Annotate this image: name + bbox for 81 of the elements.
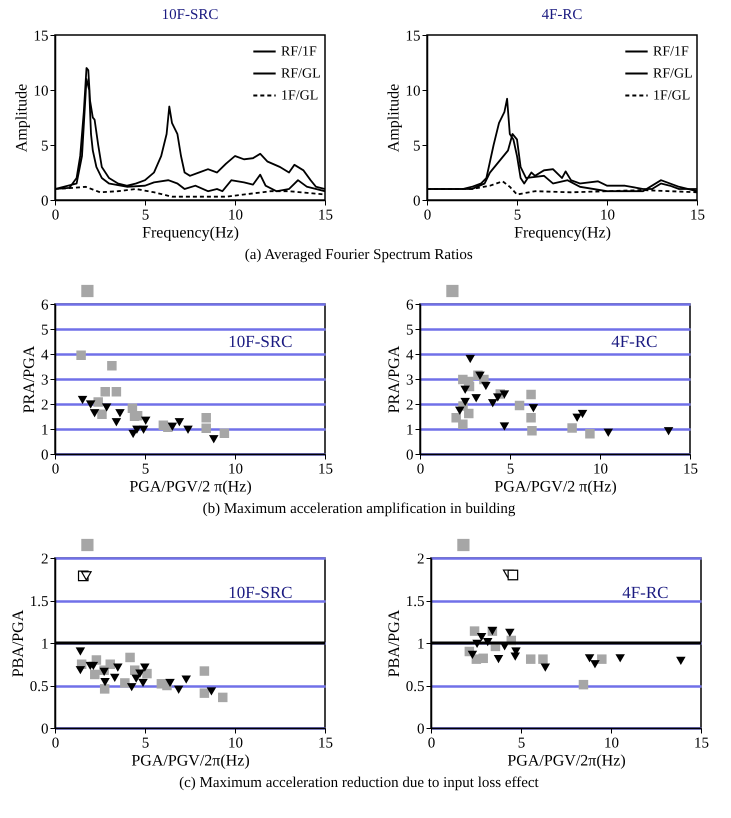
- text: 4F-RC: [611, 332, 658, 351]
- y-tick-label: 15: [406, 28, 420, 44]
- x-tick-label: 5: [142, 736, 150, 752]
- x-tick-label: 5: [142, 208, 150, 224]
- legend-label: 1F/GL: [653, 88, 690, 104]
- x-tick-label: 15: [694, 736, 709, 752]
- text: (a) Averaged Fourier Spectrum Ratios: [244, 246, 473, 263]
- y-tick-label: 3: [41, 372, 48, 388]
- y-tick-label: 2: [406, 398, 414, 414]
- y-tick-label: 2: [41, 552, 48, 568]
- x-axis-title: PGA/PGV/2 π(Hz): [494, 478, 617, 496]
- legend-label: RF/1F: [653, 44, 690, 60]
- y-tick-label: 4: [406, 348, 414, 364]
- y-tick-label: 2: [417, 552, 424, 568]
- x-tick-label: 5: [142, 462, 150, 478]
- x-axis-title: PGA/PGV/2π(Hz): [131, 752, 250, 770]
- y-tick-label: 4: [41, 348, 49, 364]
- y-axis-title: Amplitude: [386, 84, 402, 152]
- y-axis-title: PBA/PGA: [10, 609, 27, 678]
- x-tick-label: 15: [318, 462, 333, 478]
- y-tick-label: 1: [417, 636, 424, 652]
- text: 4F-RC: [622, 582, 668, 602]
- x-axis-title: PGA/PGV/2 π(Hz): [129, 478, 252, 496]
- text: (b) Maximum acceleration amplification in building: [202, 500, 516, 517]
- x-tick-label: 10: [228, 736, 243, 752]
- y-axis-title: PRA/PGA: [21, 345, 38, 414]
- y-tick-label: 3: [406, 372, 414, 388]
- y-tick-label: 0: [417, 722, 424, 738]
- legend-label: RF/GL: [281, 66, 321, 82]
- text: 10F-SRC: [228, 332, 292, 351]
- text: (c) Maximum acceleration reduction due to input loss effect: [179, 774, 540, 791]
- x-tick-label: 10: [604, 736, 619, 752]
- y-tick-label: 5: [413, 138, 420, 154]
- y-tick-label: 1: [41, 422, 48, 438]
- y-tick-label: 5: [406, 322, 414, 338]
- y-axis-title: PBA/PGA: [386, 609, 403, 678]
- x-tick-label: 15: [318, 208, 333, 224]
- y-tick-label: 0: [41, 194, 48, 210]
- y-axis-title: PRA/PGA: [386, 345, 403, 414]
- x-axis-title: Frequency(Hz): [514, 224, 611, 242]
- y-tick-label: 1: [406, 422, 414, 438]
- x-axis-title: PGA/PGV/2π(Hz): [507, 752, 626, 770]
- x-tick-label: 0: [52, 208, 60, 224]
- x-tick-label: 10: [228, 462, 243, 478]
- x-tick-label: 0: [52, 736, 60, 752]
- x-tick-label: 10: [600, 208, 615, 224]
- legend-label: 1F/GL: [281, 88, 318, 104]
- x-tick-label: 10: [593, 462, 608, 478]
- y-tick-label: 10: [34, 84, 48, 100]
- y-tick-label: 0: [41, 722, 48, 738]
- x-tick-label: 15: [318, 736, 333, 752]
- x-tick-label: 5: [506, 462, 514, 478]
- y-tick-label: 1.5: [406, 594, 424, 610]
- x-axis-title: Frequency(Hz): [142, 224, 239, 242]
- y-tick-label: 0: [413, 194, 420, 210]
- y-tick-label: 5: [41, 138, 48, 154]
- text: 10F-SRC: [228, 582, 292, 602]
- y-tick-label: 15: [34, 28, 48, 44]
- legend-label: RF/GL: [653, 66, 693, 82]
- y-tick-label: 0.5: [406, 679, 424, 695]
- y-tick-label: 10: [406, 84, 420, 100]
- x-tick-label: 5: [514, 208, 522, 224]
- x-tick-label: 15: [690, 208, 705, 224]
- y-tick-label: 1.5: [30, 594, 48, 610]
- y-tick-label: 0: [406, 448, 414, 464]
- x-tick-label: 0: [52, 462, 60, 478]
- y-tick-label: 6: [41, 298, 49, 314]
- y-tick-label: 0.5: [30, 679, 48, 695]
- x-tick-label: 5: [518, 736, 526, 752]
- y-tick-label: 1: [41, 636, 48, 652]
- x-tick-label: 10: [228, 208, 243, 224]
- chart-title: 4F-RC: [542, 7, 582, 23]
- y-tick-label: 5: [41, 322, 48, 338]
- y-tick-label: 6: [406, 298, 414, 314]
- chart-title: 10F-SRC: [162, 7, 218, 23]
- y-tick-label: 2: [41, 398, 48, 414]
- legend-label: RF/1F: [281, 44, 318, 60]
- x-tick-label: 0: [428, 736, 436, 752]
- y-tick-label: 0: [41, 448, 48, 464]
- y-axis-title: Amplitude: [14, 84, 30, 152]
- x-tick-label: 15: [683, 462, 698, 478]
